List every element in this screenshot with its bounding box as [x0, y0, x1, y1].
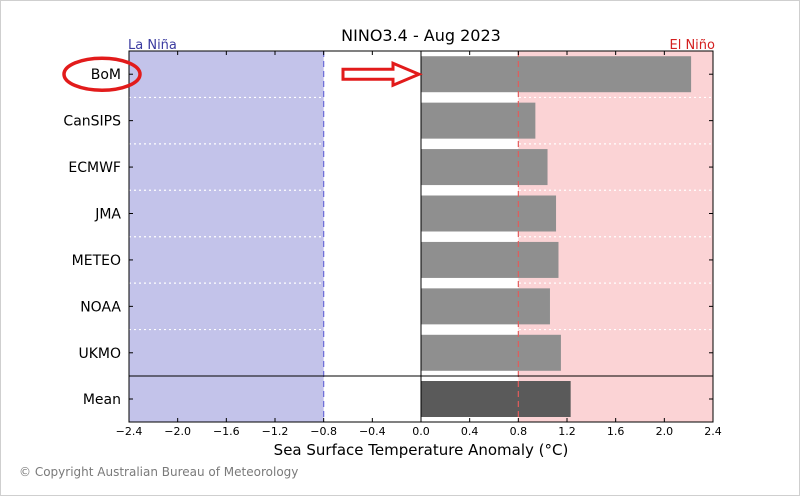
x-tick-label: −0.4	[359, 425, 386, 438]
y-label-meteo: METEO	[72, 253, 121, 269]
x-tick-label: 1.6	[607, 425, 625, 438]
la-nina-region	[129, 51, 324, 422]
x-tick-label: −2.0	[164, 425, 191, 438]
bar-ukmo	[421, 334, 561, 371]
bar-mean	[421, 381, 571, 417]
y-label-jma: JMA	[94, 207, 121, 223]
x-tick-label: 0.0	[412, 425, 430, 438]
x-axis-label: Sea Surface Temperature Anomaly (°C)	[274, 441, 569, 459]
y-label-ukmo: UKMO	[78, 346, 121, 362]
x-tick-label: −0.8	[310, 425, 337, 438]
bar-ecmwf	[421, 149, 548, 186]
y-label-cansips: CanSIPS	[63, 114, 121, 130]
x-tick-label: 0.4	[461, 425, 479, 438]
copyright-notice: © Copyright Australian Bureau of Meteoro…	[19, 465, 299, 479]
highlight-circle-icon	[62, 56, 142, 92]
bar-cansips	[421, 102, 536, 139]
bar-meteo	[421, 241, 559, 278]
la-nina-label: La Niña	[128, 38, 177, 53]
x-tick-label: 2.4	[704, 425, 722, 438]
x-tick-label: −2.4	[116, 425, 143, 438]
x-tick-label: 1.2	[558, 425, 576, 438]
x-tick-label: 2.0	[656, 425, 674, 438]
y-label-mean: Mean	[83, 392, 121, 408]
bar-jma	[421, 195, 557, 232]
y-label-noaa: NOAA	[80, 299, 121, 315]
x-tick-label: −1.6	[213, 425, 240, 438]
chart-title: NINO3.4 - Aug 2023	[341, 26, 501, 45]
y-label-ecmwf: ECMWF	[68, 160, 121, 176]
highlight-arrow-icon	[341, 60, 423, 88]
el-nino-label: El Niño	[670, 38, 716, 53]
bar-bom	[421, 56, 692, 93]
y-label-bom: BoM	[91, 67, 121, 83]
bar-noaa	[421, 288, 550, 325]
x-tick-label: −1.2	[262, 425, 289, 438]
x-tick-label: 0.8	[510, 425, 528, 438]
